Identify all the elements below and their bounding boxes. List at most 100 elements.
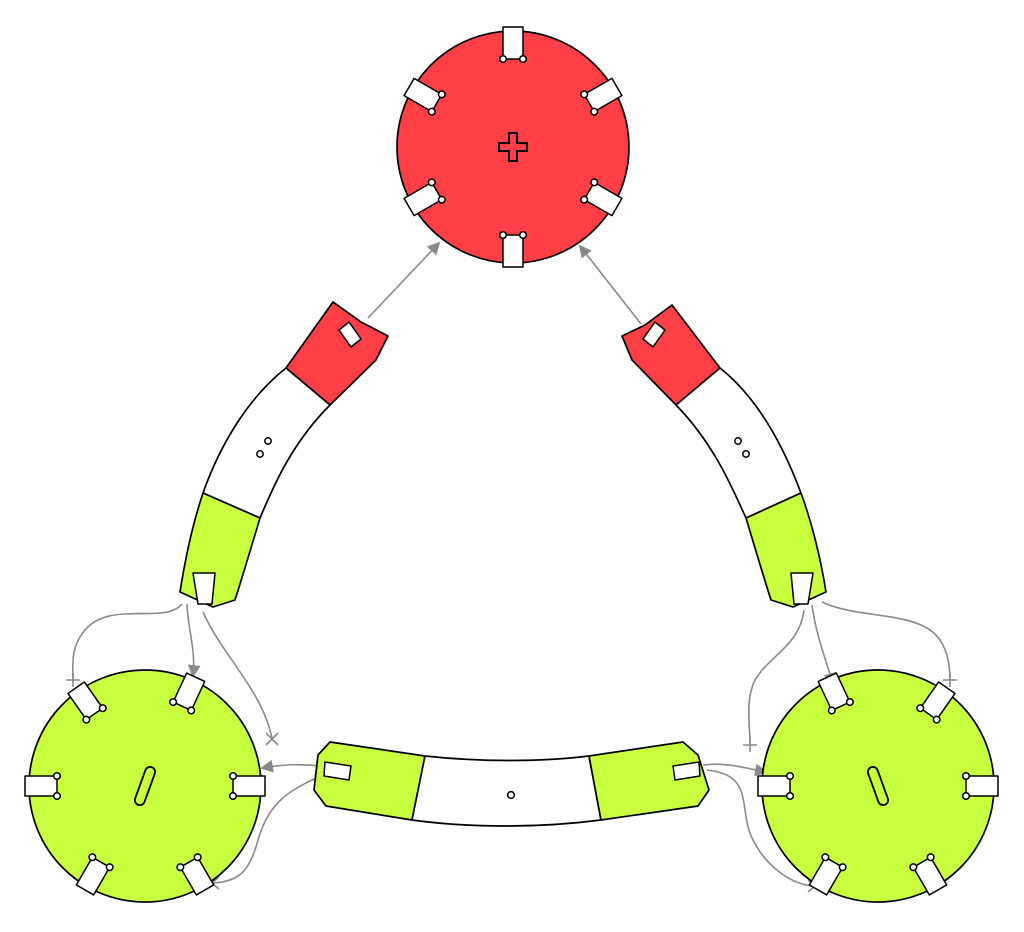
blocked-link-bottom-arc-right <box>706 769 816 887</box>
disc-notch-hole <box>580 195 589 204</box>
bottom-arc-left-slot <box>323 761 352 781</box>
disc-notch-slot <box>583 181 623 217</box>
arrow-left-arc-to-bottom-left-disc <box>186 603 201 678</box>
disc-notch-hole <box>961 791 971 801</box>
disc-notch <box>498 230 528 268</box>
disc-notch-hole <box>590 107 599 116</box>
disc-notch-hole <box>838 863 847 872</box>
disc-notch-hole <box>827 706 836 715</box>
disc-notch-slot <box>172 672 206 712</box>
arrow-bottom-arc-to-bottom-right-disc <box>702 763 768 777</box>
disc-notch-slot <box>502 26 524 60</box>
disc-notch <box>75 853 114 896</box>
left-arc-hole-2 <box>264 437 272 445</box>
disc-notch-slot <box>67 681 104 721</box>
bottom-arc-left-green-segment <box>313 741 426 821</box>
disc-notch-hole <box>785 791 795 801</box>
disc-notch-hole <box>961 771 971 781</box>
disc-notch <box>580 77 623 116</box>
disc-notch <box>498 26 528 64</box>
disc-notch-slot <box>179 856 215 896</box>
disc-notch-slot <box>583 77 623 113</box>
bottom-left-disc-slots <box>24 672 266 896</box>
bottom-arc <box>313 741 710 827</box>
disc-notch <box>67 681 107 724</box>
blocked-link-right-arc-a <box>747 609 805 746</box>
disc-notch-hole <box>926 853 935 862</box>
bottom-arc-right-slot <box>672 761 701 781</box>
slash-mark <box>866 766 890 806</box>
bottom-right-disc-body <box>761 669 995 903</box>
disc-notch-hole <box>187 706 196 715</box>
disc-notch-hole <box>228 771 238 781</box>
disc-notch-hole <box>52 791 62 801</box>
right-arc <box>621 304 827 608</box>
left-arc <box>179 301 389 608</box>
disc-notch-hole <box>518 230 528 240</box>
arrow-right-arc-to-bottom-right-disc <box>811 604 837 686</box>
bottom-arc-right-green-segment <box>588 741 710 821</box>
top-disc-body <box>396 30 630 264</box>
disc-notch-slot <box>403 77 443 113</box>
disc-notch-hole <box>821 853 830 862</box>
right-arc-hole-1 <box>734 437 742 445</box>
disc-notch-hole <box>427 107 436 116</box>
disc-notch-slot <box>403 181 443 217</box>
disc-notch-slot <box>24 775 58 797</box>
disc-notch-hole <box>228 791 238 801</box>
disc-notch-slot <box>502 234 524 268</box>
bottom-left-disc <box>24 669 266 903</box>
disc-notch-slot <box>912 856 948 896</box>
left-arc-top-slot <box>338 321 362 348</box>
disc-notch-hole <box>580 90 589 99</box>
disc-notch-hole <box>932 715 941 724</box>
disc-notch-hole <box>498 54 508 64</box>
blocked-marker-4 <box>943 673 957 687</box>
disc-notch-hole <box>785 771 795 781</box>
disc-notch <box>909 853 948 896</box>
disc-notch-slot <box>232 775 266 797</box>
blocked-marker-2 <box>265 732 279 746</box>
blocked-link-right-arc-b <box>821 601 951 681</box>
disc-notch-slot <box>757 775 791 797</box>
arrow-bottom-arc-to-bottom-left-disc <box>260 759 321 773</box>
disc-notch <box>757 771 795 801</box>
disc-notch-hole <box>82 715 91 724</box>
plus-mark <box>498 132 528 162</box>
disc-notch <box>228 771 266 801</box>
disc-notch-slot <box>817 672 851 712</box>
left-arc-hole-1 <box>256 450 264 458</box>
blocked-link-left-arc-a <box>71 603 183 681</box>
right-arc-top-slot <box>642 321 666 348</box>
disc-notch-hole <box>916 704 925 713</box>
disc-notch-hole <box>909 863 918 872</box>
blocked-link-left-arc-b <box>202 611 273 739</box>
disc-notch <box>176 853 215 896</box>
bottom-arc-white-segment <box>411 755 602 827</box>
blocked-marker-3 <box>743 738 757 752</box>
disc-notch <box>403 77 446 116</box>
disc-notch-hole <box>437 90 446 99</box>
bottom-arc-hole <box>506 790 516 800</box>
slash-mark <box>133 766 157 806</box>
disc-notch-hole <box>169 697 178 707</box>
disc-notch-hole <box>52 771 62 781</box>
blocked-link-bottom-arc-left <box>211 773 326 884</box>
disc-notch-slot <box>808 856 844 896</box>
disc-notch-slot <box>965 775 999 797</box>
right-arc-hole-2 <box>742 450 750 458</box>
top-disc <box>396 26 630 268</box>
disc-notch-hole <box>845 697 854 707</box>
blocked-marker-1 <box>66 673 80 687</box>
disc-notch <box>961 771 999 801</box>
disc-notch-hole <box>518 54 528 64</box>
bottom-left-disc-body <box>28 669 262 903</box>
disc-notch-slot <box>75 856 111 896</box>
disc-notch <box>403 178 446 217</box>
disc-notch <box>24 771 62 801</box>
disc-notch <box>916 681 956 724</box>
right-arc-bottom-slot <box>790 572 814 605</box>
disc-notch <box>580 178 623 217</box>
